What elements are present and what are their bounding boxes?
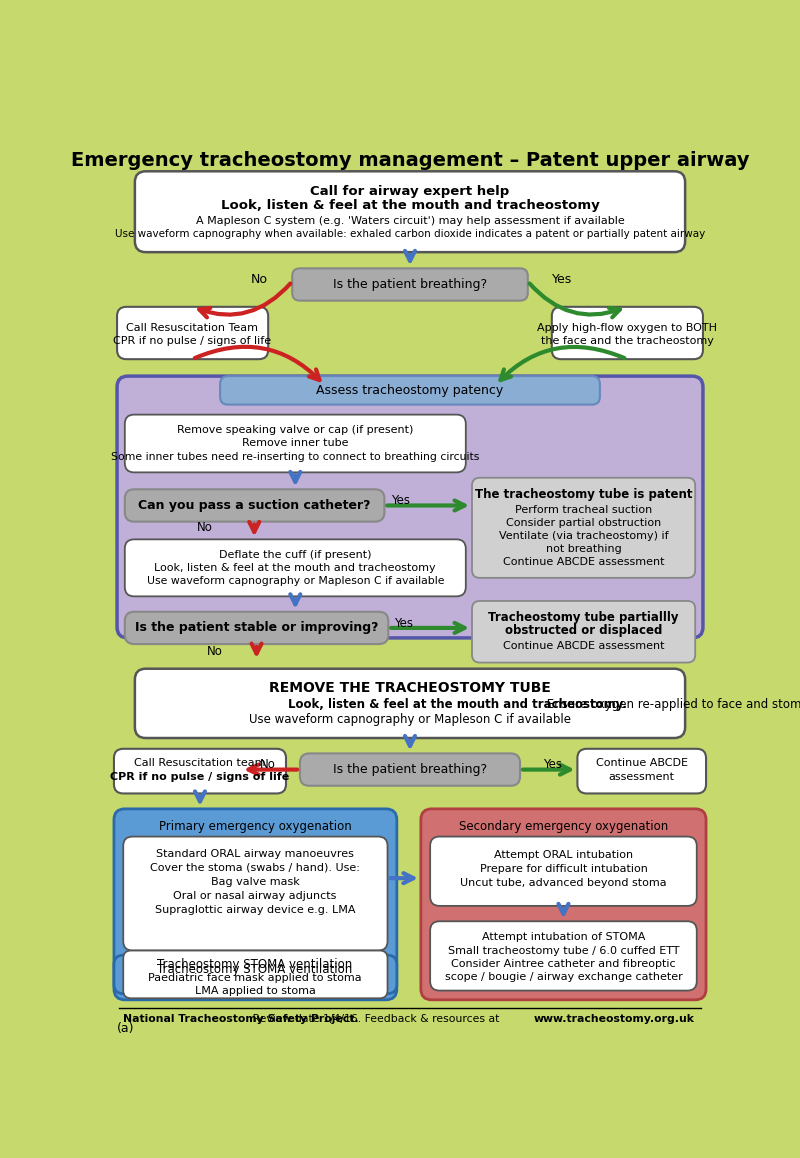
Text: Attempt ORAL intubation: Attempt ORAL intubation bbox=[494, 850, 633, 860]
Text: CPR if no pulse / signs of life: CPR if no pulse / signs of life bbox=[110, 772, 290, 783]
FancyBboxPatch shape bbox=[421, 808, 706, 999]
Text: assessment: assessment bbox=[609, 772, 674, 783]
FancyBboxPatch shape bbox=[114, 808, 397, 999]
Text: No: No bbox=[206, 645, 222, 658]
Text: Ensure oxygen re-applied to face and stoma: Ensure oxygen re-applied to face and sto… bbox=[543, 698, 800, 711]
Text: Yes: Yes bbox=[394, 617, 414, 630]
Text: Consider Aintree catheter and fibreoptic: Consider Aintree catheter and fibreoptic bbox=[451, 959, 676, 968]
Text: Remove inner tube: Remove inner tube bbox=[242, 438, 349, 448]
FancyBboxPatch shape bbox=[472, 601, 695, 662]
Text: Uncut tube, advanced beyond stoma: Uncut tube, advanced beyond stoma bbox=[460, 878, 666, 888]
Text: Apply high-flow oxygen to BOTH: Apply high-flow oxygen to BOTH bbox=[537, 323, 717, 332]
Text: Yes: Yes bbox=[543, 758, 562, 771]
FancyBboxPatch shape bbox=[135, 668, 685, 738]
Text: Look, listen & feel at the mouth and tracheostomy: Look, listen & feel at the mouth and tra… bbox=[154, 563, 436, 573]
Text: No: No bbox=[259, 758, 275, 771]
Text: the face and the tracheostomy: the face and the tracheostomy bbox=[541, 337, 714, 346]
Text: Look, listen & feel at the mouth and tracheostomy.: Look, listen & feel at the mouth and tra… bbox=[287, 698, 626, 711]
Text: Small tracheostomy tube / 6.0 cuffed ETT: Small tracheostomy tube / 6.0 cuffed ETT bbox=[448, 946, 679, 955]
FancyBboxPatch shape bbox=[125, 490, 385, 521]
Text: Assess tracheostomy patency: Assess tracheostomy patency bbox=[316, 384, 504, 397]
FancyBboxPatch shape bbox=[125, 415, 466, 472]
Text: Call Resuscitation team: Call Resuscitation team bbox=[134, 758, 266, 769]
FancyBboxPatch shape bbox=[220, 376, 600, 404]
FancyBboxPatch shape bbox=[472, 478, 695, 578]
Text: www.tracheostomy.org.uk: www.tracheostomy.org.uk bbox=[534, 1014, 695, 1024]
Text: Some inner tubes need re-inserting to connect to breathing circuits: Some inner tubes need re-inserting to co… bbox=[111, 452, 479, 462]
Text: Review date 1/4/16. Feedback & resources at: Review date 1/4/16. Feedback & resources… bbox=[249, 1014, 502, 1024]
Text: Use waveform capnography or Mapleson C if available: Use waveform capnography or Mapleson C i… bbox=[146, 576, 444, 586]
Text: Tracheostomy STOMA ventilation: Tracheostomy STOMA ventilation bbox=[158, 962, 353, 975]
FancyBboxPatch shape bbox=[125, 611, 388, 644]
FancyBboxPatch shape bbox=[117, 307, 268, 359]
Text: Standard ORAL airway manoeuvres: Standard ORAL airway manoeuvres bbox=[156, 849, 354, 858]
Text: Attempt intubation of STOMA: Attempt intubation of STOMA bbox=[482, 932, 645, 943]
FancyBboxPatch shape bbox=[292, 269, 528, 301]
FancyBboxPatch shape bbox=[430, 922, 697, 990]
Text: Consider partial obstruction: Consider partial obstruction bbox=[506, 518, 662, 528]
Text: No: No bbox=[250, 272, 267, 286]
Text: Bag valve mask: Bag valve mask bbox=[210, 877, 299, 887]
Text: Is the patient breathing?: Is the patient breathing? bbox=[333, 763, 487, 776]
FancyBboxPatch shape bbox=[123, 836, 387, 951]
Text: Remove speaking valve or cap (if present): Remove speaking valve or cap (if present… bbox=[177, 425, 414, 435]
FancyBboxPatch shape bbox=[552, 307, 703, 359]
Text: Call Resuscitation Team: Call Resuscitation Team bbox=[126, 323, 258, 332]
Text: The tracheostomy tube is patent: The tracheostomy tube is patent bbox=[475, 489, 692, 501]
Text: National Tracheostomy Safety Project.: National Tracheostomy Safety Project. bbox=[123, 1014, 359, 1024]
FancyBboxPatch shape bbox=[125, 540, 466, 596]
Text: obstructed or displaced: obstructed or displaced bbox=[505, 624, 662, 637]
Text: not breathing: not breathing bbox=[546, 543, 622, 554]
Text: Tracheostomy STOMA ventilation: Tracheostomy STOMA ventilation bbox=[158, 958, 353, 970]
Text: Paediatric face mask applied to stoma: Paediatric face mask applied to stoma bbox=[148, 973, 362, 983]
Text: scope / bougie / airway exchange catheter: scope / bougie / airway exchange cathete… bbox=[445, 972, 682, 982]
Text: REMOVE THE TRACHEOSTOMY TUBE: REMOVE THE TRACHEOSTOMY TUBE bbox=[269, 681, 551, 695]
Text: Continue ABCDE assessment: Continue ABCDE assessment bbox=[503, 557, 664, 566]
Text: No: No bbox=[197, 521, 213, 534]
Text: (a): (a) bbox=[117, 1021, 134, 1035]
FancyBboxPatch shape bbox=[578, 749, 706, 793]
FancyBboxPatch shape bbox=[135, 171, 685, 252]
Text: Use waveform capnography or Mapleson C if available: Use waveform capnography or Mapleson C i… bbox=[249, 713, 571, 726]
Text: Ventilate (via tracheostomy) if: Ventilate (via tracheostomy) if bbox=[498, 532, 669, 541]
Text: Prepare for difficult intubation: Prepare for difficult intubation bbox=[479, 864, 647, 874]
Text: Yes: Yes bbox=[552, 272, 572, 286]
Text: A Mapleson C system (e.g. 'Waters circuit') may help assessment if available: A Mapleson C system (e.g. 'Waters circui… bbox=[196, 217, 624, 226]
Text: Deflate the cuff (if present): Deflate the cuff (if present) bbox=[219, 550, 371, 559]
Text: Primary emergency oxygenation: Primary emergency oxygenation bbox=[158, 820, 351, 833]
Text: Cover the stoma (swabs / hand). Use:: Cover the stoma (swabs / hand). Use: bbox=[150, 863, 360, 872]
FancyBboxPatch shape bbox=[430, 836, 697, 906]
FancyBboxPatch shape bbox=[300, 754, 520, 786]
Text: Call for airway expert help: Call for airway expert help bbox=[310, 185, 510, 198]
FancyBboxPatch shape bbox=[114, 955, 397, 994]
Text: CPR if no pulse / signs of life: CPR if no pulse / signs of life bbox=[113, 337, 271, 346]
FancyBboxPatch shape bbox=[117, 376, 703, 638]
Text: Is the patient stable or improving?: Is the patient stable or improving? bbox=[134, 622, 378, 635]
Text: Continue ABCDE assessment: Continue ABCDE assessment bbox=[503, 640, 664, 651]
Text: Perform tracheal suction: Perform tracheal suction bbox=[515, 505, 652, 515]
Text: Is the patient breathing?: Is the patient breathing? bbox=[333, 278, 487, 291]
Text: Look, listen & feel at the mouth and tracheostomy: Look, listen & feel at the mouth and tra… bbox=[221, 199, 599, 212]
Text: Tracheostomy tube partiallly: Tracheostomy tube partiallly bbox=[488, 610, 679, 624]
FancyBboxPatch shape bbox=[123, 951, 387, 998]
Text: Oral or nasal airway adjuncts: Oral or nasal airway adjuncts bbox=[174, 891, 337, 901]
Text: Continue ABCDE: Continue ABCDE bbox=[596, 758, 688, 769]
FancyBboxPatch shape bbox=[114, 749, 286, 793]
Text: LMA applied to stoma: LMA applied to stoma bbox=[194, 985, 315, 996]
Text: Supraglottic airway device e.g. LMA: Supraglottic airway device e.g. LMA bbox=[154, 904, 355, 915]
Text: Use waveform capnography when available: exhaled carbon dioxide indicates a pate: Use waveform capnography when available:… bbox=[115, 229, 705, 240]
Text: Yes: Yes bbox=[391, 494, 410, 507]
Text: Emergency tracheostomy management – Patent upper airway: Emergency tracheostomy management – Pate… bbox=[70, 151, 750, 170]
Text: Can you pass a suction catheter?: Can you pass a suction catheter? bbox=[138, 499, 370, 512]
Text: Secondary emergency oxygenation: Secondary emergency oxygenation bbox=[459, 820, 668, 833]
